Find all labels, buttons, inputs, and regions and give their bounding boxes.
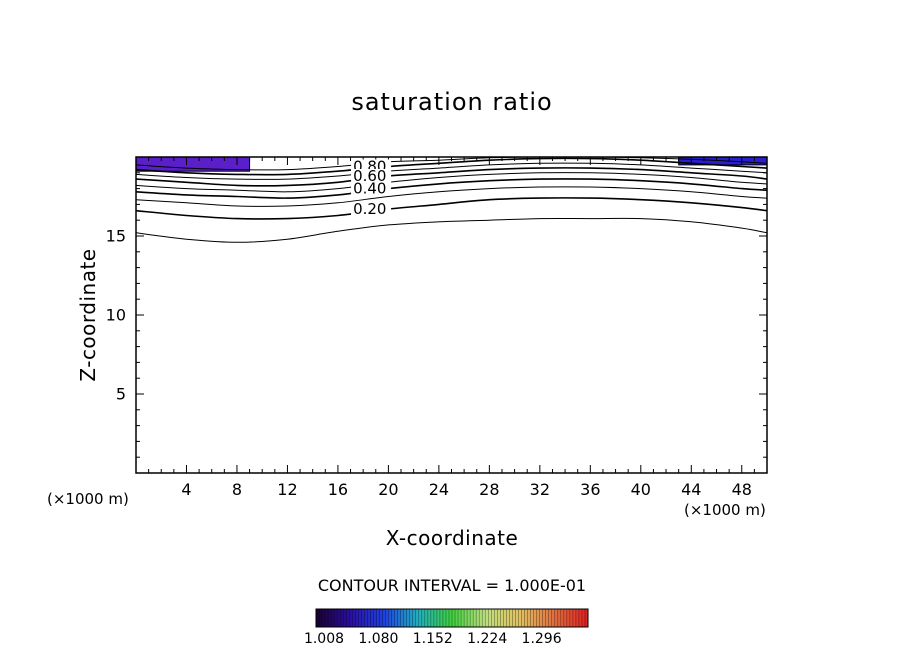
y-tick-label: 15 — [105, 226, 126, 246]
contour-interval-text: CONTOUR INTERVAL = 1.000E-01 — [317, 576, 587, 595]
colorbar-tick-label: 1.080 — [358, 631, 399, 647]
contour-line — [136, 172, 767, 193]
x-tick-label: 48 — [731, 480, 752, 499]
y-tick-label: 5 — [115, 384, 126, 404]
x-tick-label: 12 — [277, 480, 298, 499]
colorbar-tick-label: 1.224 — [467, 631, 508, 647]
contour-label-group: 0.800.600.400.20 — [351, 157, 392, 218]
contour-label: 0.20 — [353, 200, 386, 218]
x-tick-label: 20 — [378, 480, 399, 499]
y-tick-label: 10 — [105, 305, 126, 325]
x-tick-label: 44 — [681, 480, 702, 499]
colorbar-tick-label: 1.152 — [412, 631, 453, 647]
x-unit-right: (×1000 m) — [684, 501, 766, 519]
contour-line — [136, 157, 767, 176]
colorbar — [315, 608, 589, 628]
contour-label: 0.40 — [353, 180, 386, 198]
contour-label: 0.60 — [353, 167, 386, 185]
x-tick-label: 40 — [630, 480, 651, 499]
plot-frame — [135, 156, 768, 474]
x-tick-label: 28 — [479, 480, 500, 499]
contour-line — [136, 162, 767, 180]
contour-line — [136, 167, 767, 187]
x-unit-left: (×1000 m) — [47, 490, 129, 508]
colorbar-frame — [315, 608, 589, 628]
supersaturation-region — [136, 157, 251, 172]
x-tick-label: 4 — [181, 480, 192, 499]
axis-ticks — [136, 157, 767, 473]
x-tick-label: 8 — [231, 480, 243, 499]
x-tick-label: 24 — [428, 480, 450, 499]
colorbar-tick-label: 1.008 — [303, 631, 345, 647]
contour-lines — [136, 157, 767, 243]
x-tick-label: 36 — [580, 480, 601, 499]
x-tick-label: 32 — [529, 480, 551, 499]
contour-label-bg — [351, 202, 392, 217]
contour-line — [136, 197, 767, 220]
chart-title: saturation ratio — [351, 88, 553, 116]
x-tick-label: 16 — [327, 480, 349, 499]
y-axis-label: Z-coordinate — [76, 248, 100, 382]
contour-label-bg — [351, 168, 392, 183]
contour-line — [136, 178, 767, 199]
contour-line — [136, 186, 767, 207]
colorbar-tick-label: 1.296 — [521, 631, 562, 647]
contour-label-bg — [351, 181, 392, 196]
contour-line — [136, 217, 767, 243]
x-axis-label: X-coordinate — [385, 526, 519, 550]
